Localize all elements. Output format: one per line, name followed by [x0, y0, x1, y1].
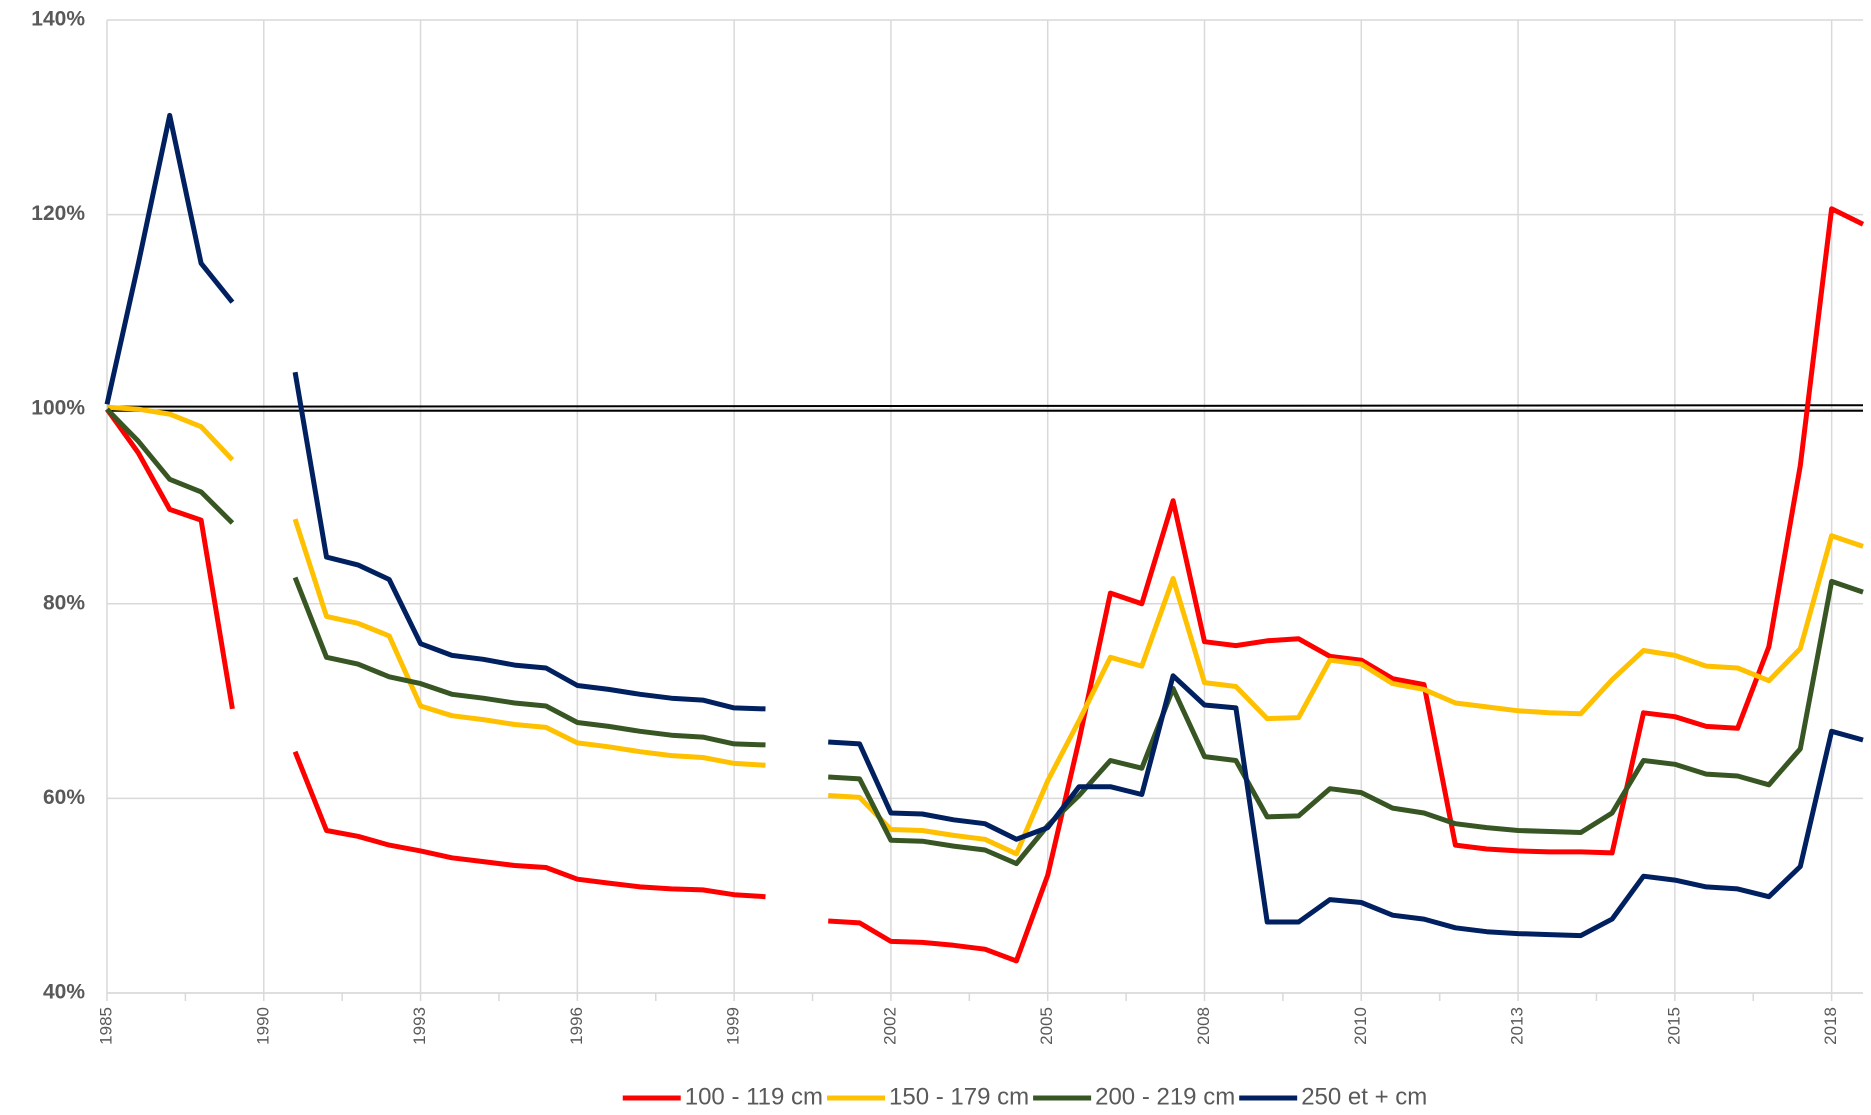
x-tick-label: 2018	[1821, 1007, 1840, 1045]
series-line	[105, 407, 1864, 867]
y-tick-label: 120%	[31, 202, 85, 225]
y-tick-label: 80%	[43, 591, 85, 614]
y-tick-label: 100%	[31, 397, 85, 420]
x-tick-label: 1996	[567, 1007, 586, 1045]
x-tick-label: 1999	[724, 1007, 743, 1045]
x-tick-label: 1985	[96, 1007, 115, 1045]
legend-label: 100 - 119 cm	[685, 1083, 823, 1110]
legend-label: 200 - 219 cm	[1095, 1083, 1235, 1110]
series-line	[104, 112, 1864, 939]
y-tick-label: 60%	[43, 786, 85, 809]
x-tick-label: 2008	[1194, 1007, 1213, 1045]
x-tick-label: 2002	[880, 1007, 899, 1045]
y-tick-label: 140%	[31, 8, 85, 31]
x-tick-label: 2010	[1351, 1007, 1370, 1045]
series-line	[104, 206, 1865, 964]
legend: 100 - 119 cm 150 - 179 cm 200 - 219 cm 250 …	[622, 1083, 1427, 1110]
reference-line	[106, 404, 1864, 408]
y-tick-label: 40%	[43, 981, 85, 1004]
legend-label: 150 - 179 cm	[889, 1083, 1029, 1110]
x-tick-label: 1993	[410, 1007, 429, 1045]
x-tick-label: 1990	[253, 1007, 272, 1045]
x-tick-label: 2005	[1037, 1007, 1056, 1045]
x-tick-label: 2013	[1508, 1007, 1527, 1045]
legend-label: 250 et + cm	[1301, 1083, 1427, 1110]
series-line	[106, 404, 1864, 857]
x-tick-label: 2015	[1664, 1007, 1683, 1045]
